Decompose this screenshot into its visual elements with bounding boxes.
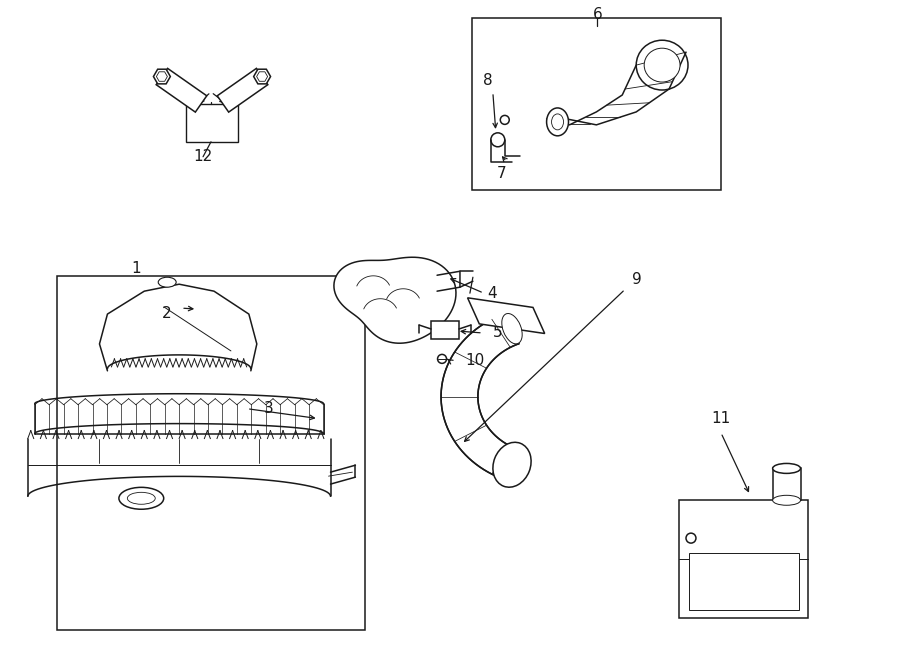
Bar xyxy=(679,500,808,618)
Text: 1: 1 xyxy=(131,260,141,276)
Polygon shape xyxy=(157,68,207,112)
Polygon shape xyxy=(153,69,170,84)
Ellipse shape xyxy=(772,463,800,473)
Ellipse shape xyxy=(119,487,164,509)
Bar xyxy=(772,469,800,500)
Ellipse shape xyxy=(772,495,800,505)
Bar xyxy=(689,553,798,610)
Ellipse shape xyxy=(502,313,522,344)
Text: 9: 9 xyxy=(633,272,642,287)
Text: 4: 4 xyxy=(487,286,497,301)
Ellipse shape xyxy=(552,114,563,130)
Polygon shape xyxy=(217,68,268,112)
Text: 10: 10 xyxy=(465,354,484,368)
Text: 3: 3 xyxy=(264,401,274,416)
Polygon shape xyxy=(334,257,456,343)
Ellipse shape xyxy=(437,354,446,364)
Polygon shape xyxy=(157,72,167,81)
Ellipse shape xyxy=(158,277,176,287)
Ellipse shape xyxy=(491,133,505,147)
Text: 8: 8 xyxy=(483,73,492,87)
Text: 2: 2 xyxy=(161,305,171,321)
Bar xyxy=(186,104,238,142)
Bar xyxy=(431,321,459,339)
Text: 11: 11 xyxy=(711,411,731,426)
Bar xyxy=(57,276,365,630)
Ellipse shape xyxy=(644,48,680,82)
Ellipse shape xyxy=(546,108,569,136)
Text: 7: 7 xyxy=(497,166,507,181)
Polygon shape xyxy=(256,72,267,81)
Polygon shape xyxy=(468,298,544,334)
Ellipse shape xyxy=(493,442,531,487)
Polygon shape xyxy=(441,313,518,480)
Ellipse shape xyxy=(686,533,696,543)
Text: 6: 6 xyxy=(592,7,602,22)
Ellipse shape xyxy=(636,40,688,90)
Bar xyxy=(472,19,721,190)
Text: 5: 5 xyxy=(493,325,502,340)
Text: 12: 12 xyxy=(194,149,212,164)
Polygon shape xyxy=(254,69,271,84)
Ellipse shape xyxy=(128,492,155,504)
Ellipse shape xyxy=(500,116,509,124)
